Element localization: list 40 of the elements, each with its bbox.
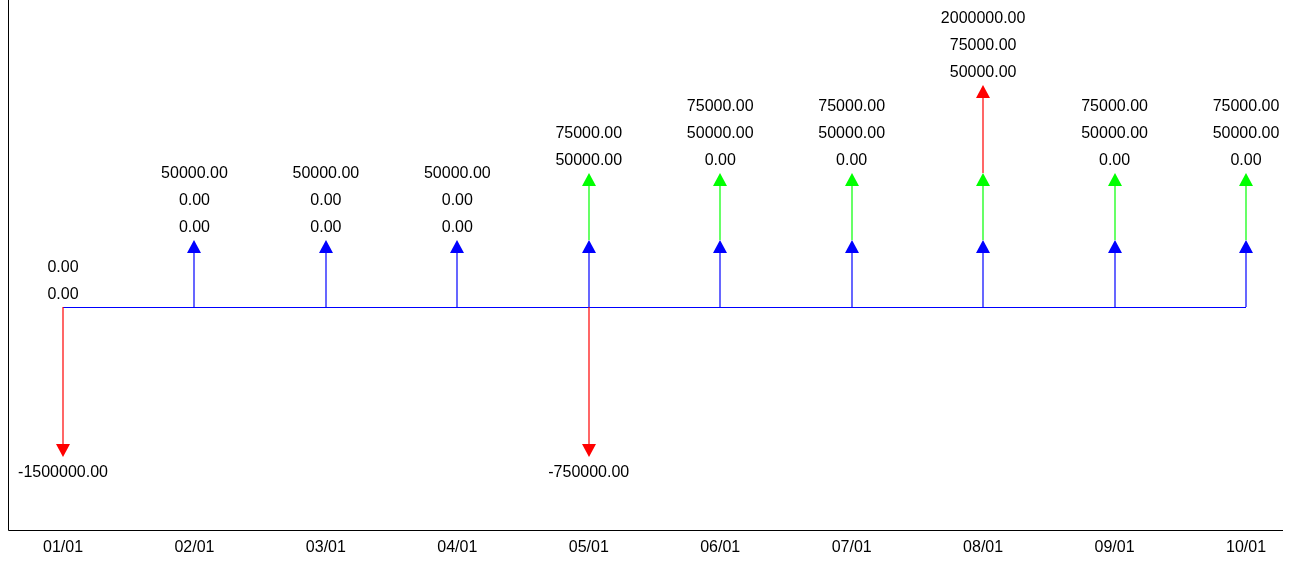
data-label: -1500000.00 bbox=[18, 463, 109, 480]
data-label: 50000.00 bbox=[292, 164, 360, 181]
data-label: 0.00 bbox=[836, 151, 868, 168]
data-label: 0.00 bbox=[310, 218, 342, 235]
data-label: 50000.00 bbox=[686, 124, 754, 141]
data-label: 50000.00 bbox=[1081, 124, 1149, 141]
data-label: 75000.00 bbox=[818, 97, 886, 114]
category-label: 02/01 bbox=[174, 537, 215, 555]
data-label: 50000.00 bbox=[818, 124, 886, 141]
category-label: 05/01 bbox=[568, 537, 609, 555]
data-label: 0.00 bbox=[178, 218, 211, 235]
data-label: 75000.00 bbox=[686, 97, 754, 114]
data-label: 0.00 bbox=[47, 285, 79, 302]
data-label: 0.00 bbox=[178, 191, 211, 208]
data-label: 75000.00 bbox=[949, 36, 1017, 53]
data-label: 50000.00 bbox=[161, 164, 228, 181]
data-label: 0.00 bbox=[441, 191, 474, 208]
data-label: 0.00 bbox=[441, 218, 474, 235]
data-label: 75000.00 bbox=[555, 124, 623, 141]
data-label: 0.00 bbox=[1098, 151, 1131, 168]
data-label: 75000.00 bbox=[1212, 97, 1280, 114]
data-label: 0.00 bbox=[310, 191, 342, 208]
category-label: 04/01 bbox=[437, 537, 478, 555]
data-label: 75000.00 bbox=[1081, 97, 1149, 114]
category-label: 08/01 bbox=[963, 537, 1004, 555]
category-label: 10/01 bbox=[1225, 537, 1267, 555]
data-label: 2000000.00 bbox=[940, 9, 1026, 26]
category-label: 06/01 bbox=[700, 537, 741, 555]
data-label: 50000.00 bbox=[555, 151, 623, 168]
data-label: 50000.00 bbox=[1212, 124, 1280, 141]
data-label: 50000.00 bbox=[423, 164, 491, 181]
category-label: 07/01 bbox=[831, 537, 872, 555]
data-label: -750000.00 bbox=[548, 463, 630, 480]
data-label: 0.00 bbox=[1230, 151, 1262, 168]
category-label: 09/01 bbox=[1094, 537, 1135, 555]
data-label: 0.00 bbox=[704, 151, 736, 168]
category-label: 01/01 bbox=[42, 537, 84, 555]
data-label: 0.00 bbox=[47, 258, 79, 275]
data-label: 50000.00 bbox=[949, 63, 1017, 80]
category-label: 03/01 bbox=[305, 537, 347, 555]
